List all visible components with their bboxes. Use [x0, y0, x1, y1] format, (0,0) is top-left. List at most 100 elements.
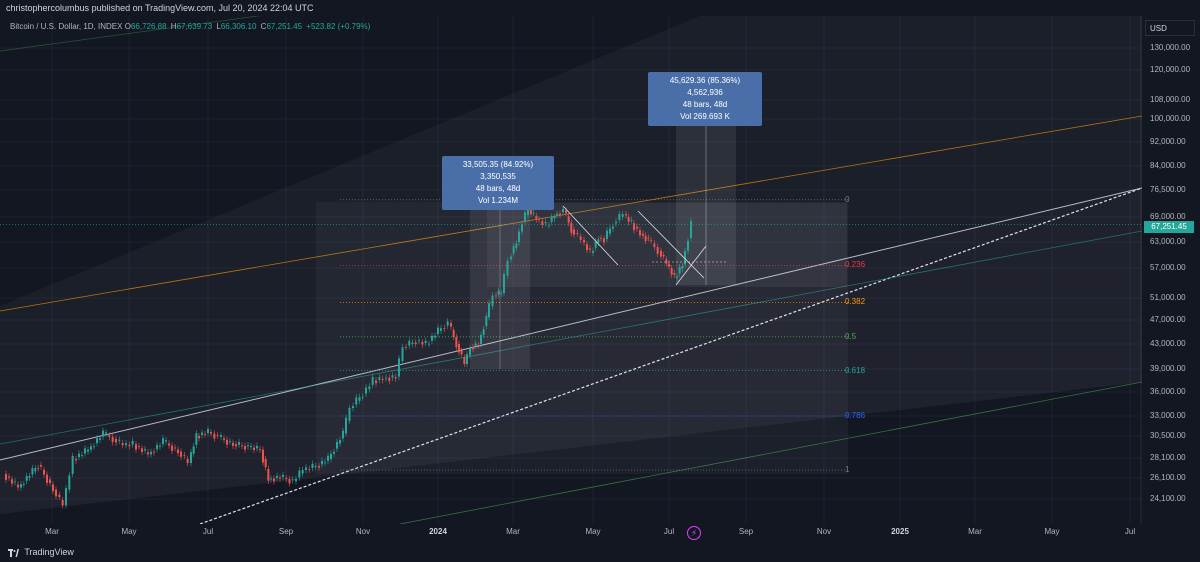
candle-body [84, 448, 86, 454]
tradingview-logo-icon[interactable] [8, 548, 19, 557]
candle-body [5, 474, 7, 480]
candle-body [213, 433, 216, 439]
candle-body [670, 268, 673, 275]
candle-body [405, 347, 407, 348]
candle-body [55, 489, 57, 497]
candle-body [177, 449, 179, 454]
candle-body [118, 439, 121, 441]
candle-body [352, 406, 354, 408]
candle-body [408, 340, 411, 346]
candle-body [500, 293, 503, 294]
candle-body [371, 377, 374, 385]
candle-body [630, 219, 633, 221]
time-label: Sep [278, 527, 294, 536]
open-key: O [124, 22, 131, 31]
candle-body [87, 449, 89, 452]
candle-body [544, 221, 547, 224]
measure-1-bars: 48 bars, 48d [475, 184, 521, 193]
ohlc-legend: Bitcoin / U.S. Dollar, 1D, INDEX O66,726… [10, 22, 370, 31]
candle-body [49, 479, 51, 483]
change-value: +523.82 (+0.79%) [306, 22, 371, 31]
candle-body [535, 215, 538, 220]
candle-body [168, 443, 170, 446]
candle-body [532, 212, 535, 214]
candle-body [665, 259, 668, 264]
candle-body [565, 210, 567, 214]
candle-body [612, 226, 614, 229]
candle-body [121, 443, 124, 446]
candle-body [291, 479, 294, 481]
candle-body [515, 243, 518, 248]
candle-body [156, 445, 158, 450]
symbol-label[interactable]: Bitcoin / U.S. Dollar, 1D, INDEX [10, 22, 123, 31]
candle-body [618, 213, 621, 221]
candle-body [497, 290, 500, 295]
candle-body [147, 452, 149, 455]
candle-body [90, 446, 92, 450]
candle-body [644, 235, 647, 242]
candle-body [11, 479, 13, 484]
candle-body [259, 449, 261, 450]
candle-body [636, 226, 638, 229]
candle-body [96, 438, 98, 444]
candle-body [14, 481, 16, 483]
candle-body [311, 463, 314, 468]
candle-body [418, 340, 420, 342]
candle-body [31, 468, 34, 475]
candle-body [37, 468, 40, 469]
close-value: 67,251.45 [266, 22, 303, 31]
candle-body [78, 453, 80, 458]
candle-body [556, 213, 558, 216]
candle-body [235, 444, 237, 447]
candle-body [553, 216, 556, 219]
price-chart[interactable] [0, 16, 1142, 524]
price-label: 120,000.00 [1150, 65, 1191, 74]
candle-body [210, 432, 212, 434]
candle-body [600, 237, 602, 239]
fib-level-label: 0.5 [845, 331, 857, 341]
candle-body [180, 451, 182, 457]
candle-body [485, 315, 488, 326]
candle-body [684, 251, 686, 265]
lightning-icon[interactable]: ⚡ [687, 526, 701, 540]
currency-button[interactable]: USD [1145, 20, 1195, 36]
candle-body [592, 250, 594, 253]
candle-body [477, 345, 480, 346]
candle-body [256, 445, 258, 449]
author-name[interactable]: christophercolumbus [6, 3, 90, 13]
candle-body [550, 216, 553, 222]
candle-body [223, 438, 225, 440]
trendline-teal [0, 230, 1142, 445]
price-label: 33,000.00 [1150, 411, 1186, 420]
candle-body [388, 377, 391, 381]
candle-body [668, 263, 670, 267]
candle-body [186, 459, 189, 463]
candle-body [488, 303, 490, 318]
candle-body [609, 228, 611, 234]
low-value: 66,306.10 [220, 22, 257, 31]
candle-body [262, 449, 264, 463]
fib-level-label: 0.786 [845, 411, 866, 420]
candle-body [195, 433, 198, 445]
candle-body [378, 377, 381, 380]
candle-body [460, 350, 463, 355]
candle-body [594, 241, 597, 248]
candle-body [381, 378, 384, 380]
candle-body [428, 343, 430, 345]
candle-body [358, 397, 361, 401]
candle-body [207, 429, 209, 433]
publish-header: christophercolumbus published on Trading… [0, 0, 1200, 16]
candle-body [40, 465, 42, 467]
candle-body [348, 408, 351, 421]
candle-body [469, 348, 471, 356]
time-label: May [121, 527, 137, 536]
candle-body [576, 232, 579, 234]
candle-body [512, 246, 515, 254]
candle-body [115, 438, 117, 443]
candle-body [474, 343, 477, 347]
time-label: Jul [202, 527, 214, 536]
price-label: 43,000.00 [1150, 339, 1186, 348]
candle-body [506, 260, 509, 276]
time-label: Jul [1124, 527, 1136, 536]
candle-body [342, 430, 344, 439]
